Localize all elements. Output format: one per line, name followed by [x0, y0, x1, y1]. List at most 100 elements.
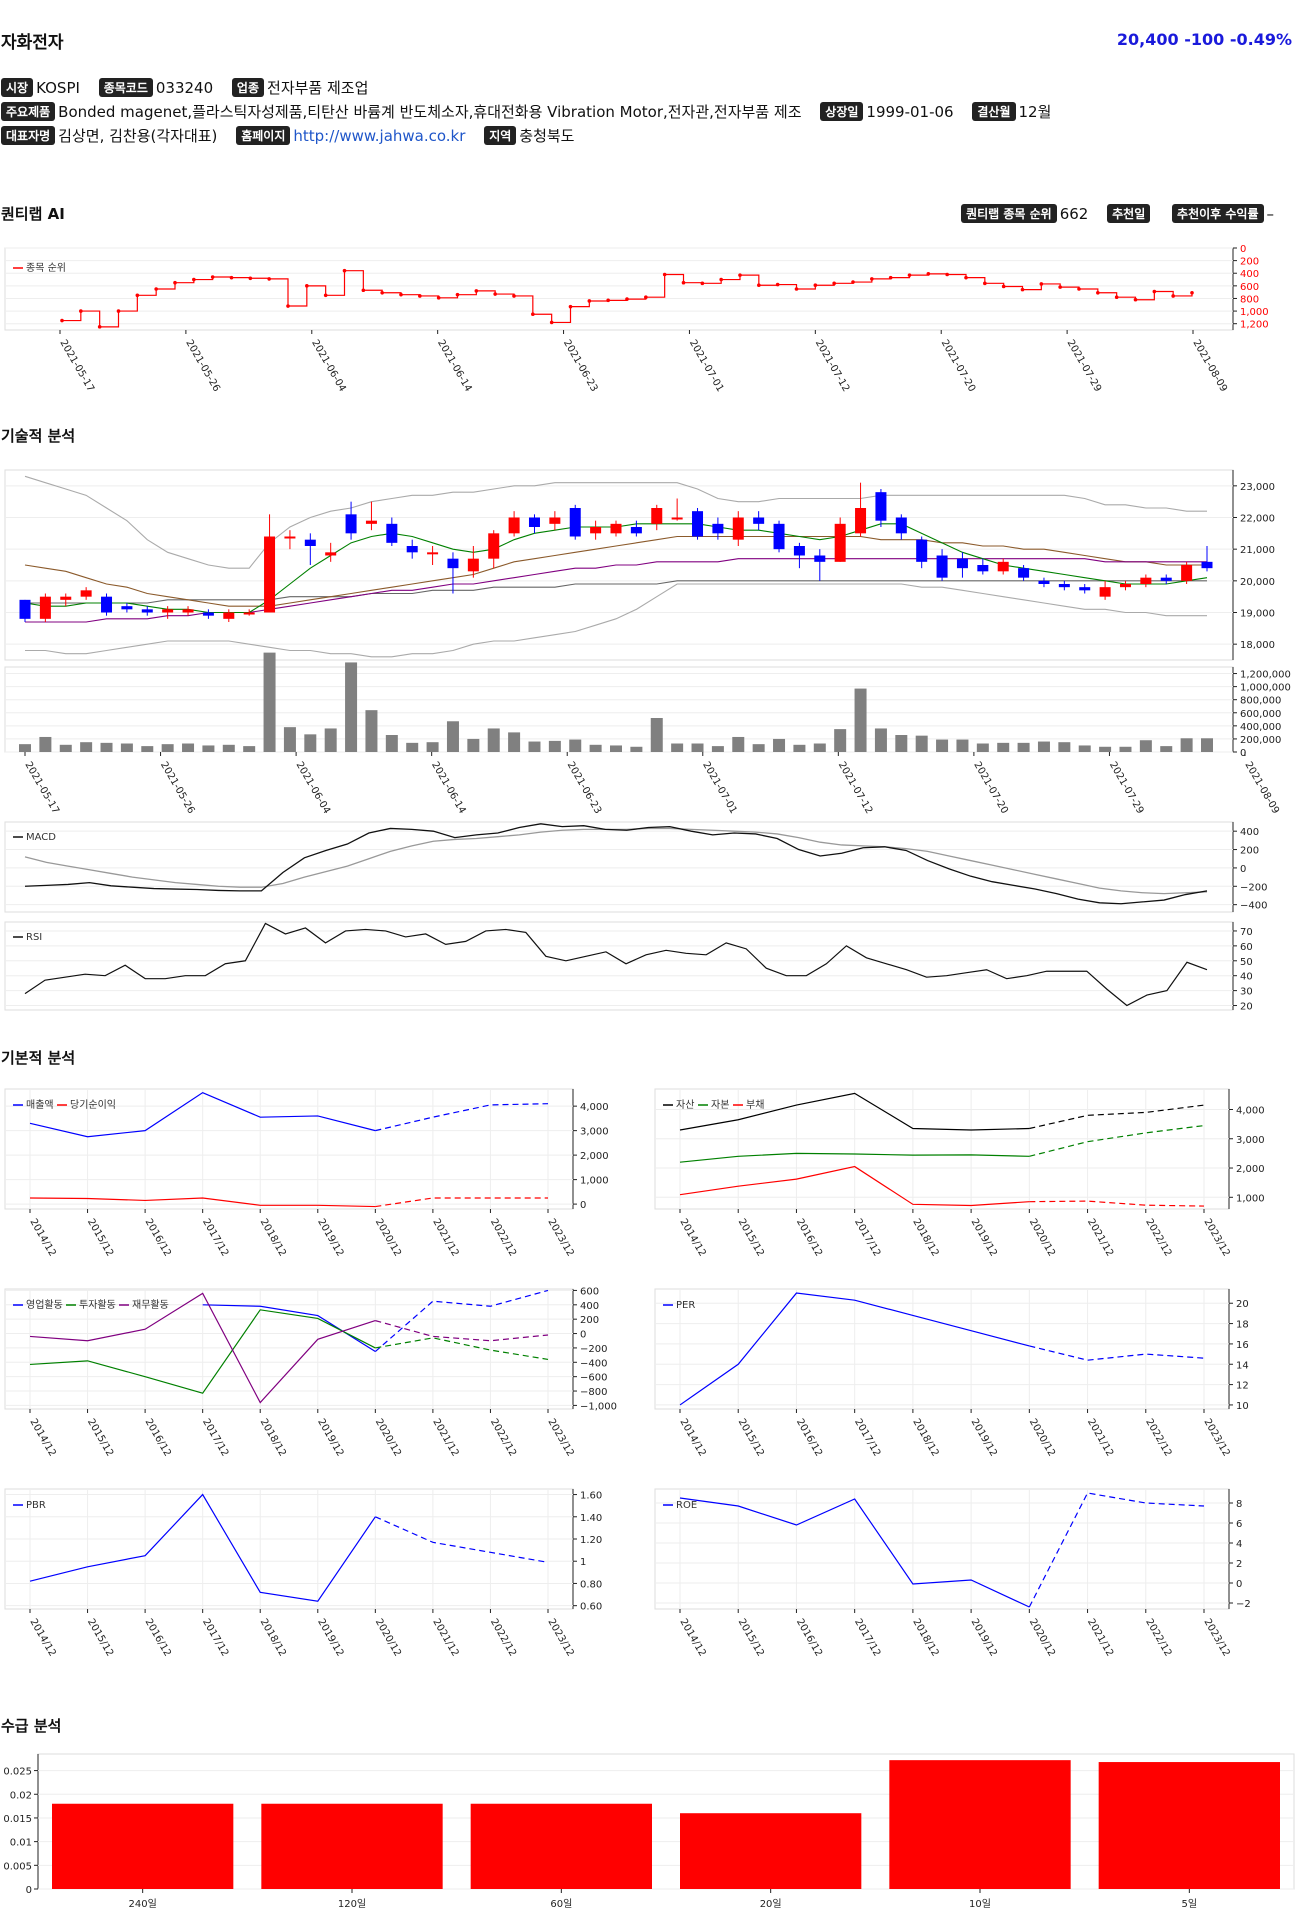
rank-y-tick-label: 600: [1240, 282, 1259, 293]
pbr-y-tick-label: 1: [580, 1557, 586, 1568]
roe-y-tick-label: 4: [1236, 1539, 1242, 1550]
rank-point: [116, 309, 121, 313]
sales-legend-label: 당기순이익: [70, 1099, 116, 1111]
cashflow-y-tick-label: −800: [580, 1387, 607, 1398]
rsi-chart: 20 30 40 50 60 70 RSI: [4, 921, 1253, 1013]
cashflow-series-line: [29, 1292, 376, 1404]
roe-x-tick-label: 2021/12: [1085, 1617, 1115, 1658]
cashflow-legend-label: 영업활동: [26, 1298, 63, 1311]
volume-bar: [1099, 746, 1112, 752]
volume-bar: [1037, 741, 1050, 752]
candle-body: [141, 609, 153, 613]
volume-x-tick-label: 2021-06-14: [429, 760, 468, 816]
volume-bar: [874, 728, 887, 752]
supply-y-tick-label: 0.025: [3, 1767, 32, 1778]
rank-point: [775, 282, 780, 287]
volume-bar: [1119, 746, 1132, 752]
volume-bar: [39, 736, 52, 752]
candle-body: [793, 546, 805, 556]
region-value: 충청북도: [519, 127, 575, 145]
rank-y-tick-label: 400: [1240, 269, 1259, 280]
volume-bar: [263, 652, 276, 752]
balance-x-tick-label: 2016/12: [794, 1217, 824, 1258]
volume-bar: [365, 710, 378, 752]
listed-value: 1999-01-06: [866, 103, 954, 121]
per-series-line: [679, 1292, 1030, 1406]
homepage-link[interactable]: http://www.jahwa.co.kr: [293, 127, 466, 145]
candle-body: [997, 561, 1009, 572]
sales-x-tick-label: 2014/12: [27, 1217, 57, 1258]
roe-x-tick-label: 2020/12: [1027, 1617, 1057, 1658]
candle-body: [569, 508, 581, 537]
candle-body: [671, 517, 683, 520]
volume-bar: [222, 744, 235, 752]
candle-body: [386, 523, 398, 543]
per-x-tick-label: 2016/12: [794, 1417, 824, 1458]
price-y-tick-label: 18,000: [1240, 640, 1275, 651]
candle-body: [304, 539, 316, 546]
volume-bar: [548, 740, 561, 752]
sales-y-tick-label: 2,000: [580, 1151, 609, 1162]
cashflow-x-tick-label: 2014/12: [27, 1417, 57, 1458]
balance-y-tick-label: 3,000: [1236, 1135, 1265, 1146]
cashflow-x-tick-label: 2018/12: [258, 1417, 288, 1458]
supply-x-tick-label: 10일: [969, 1898, 991, 1910]
sales-series-line: [29, 1197, 376, 1208]
sales-y-tick-label: 0: [580, 1200, 586, 1211]
section-ai-title: 퀀티랩 AI: [1, 205, 65, 223]
price-change: -100: [1184, 30, 1225, 49]
candle-body: [692, 511, 704, 537]
rank-point: [192, 277, 196, 282]
candle-body: [977, 565, 989, 572]
price-y-tick-label: 23,000: [1240, 482, 1275, 493]
cashflow-y-tick-label: −200: [580, 1344, 607, 1355]
supply-bar: [261, 1803, 443, 1889]
rank-point: [851, 280, 855, 284]
per-x-tick-label: 2020/12: [1027, 1417, 1057, 1458]
rank-x-tick-label: 2021-06-23: [561, 338, 600, 394]
roe-x-tick-label: 2022/12: [1143, 1617, 1173, 1658]
candle-body: [345, 514, 357, 534]
per-y-tick-label: 18: [1236, 1320, 1249, 1331]
volume-x-tick-label: 2021-06-23: [565, 760, 604, 816]
candle-body: [488, 533, 500, 559]
market-value: KOSPI: [36, 79, 80, 97]
sales-x-tick-label: 2019/12: [315, 1217, 345, 1258]
sales-x-tick-label: 2016/12: [143, 1217, 173, 1258]
balance-chart: 1,000 2,000 3,000 4,000 자산 자본 부채 2014/12 2015/12…: [654, 1088, 1265, 1258]
volume-bar: [936, 739, 949, 752]
pbr-x-tick-label: 2020/12: [373, 1617, 403, 1658]
rank-y-tick-label: 800: [1240, 294, 1259, 305]
bollinger-upper: [24, 475, 1207, 569]
rank-point: [267, 277, 271, 281]
balance-series-line: [679, 1165, 1030, 1207]
candle-body: [834, 523, 846, 562]
ma-gray-line: [25, 580, 1207, 604]
volume-bar: [406, 742, 419, 752]
balance-legend-label: 자산: [676, 1099, 694, 1111]
balance-series-line: [679, 1092, 1030, 1131]
cashflow-x-tick-label: 2023/12: [545, 1417, 575, 1458]
rank-point: [474, 289, 479, 293]
balance-legend-label: 부채: [746, 1099, 764, 1111]
rank-point: [229, 275, 234, 280]
sales-y-tick-label: 1,000: [580, 1176, 609, 1187]
candle-body: [1201, 561, 1213, 569]
rank-x-tick-label: 2021-07-12: [813, 338, 852, 394]
sales-x-tick-label: 2020/12: [373, 1217, 403, 1258]
balance-x-tick-label: 2022/12: [1143, 1217, 1173, 1258]
volume-bar: [1201, 738, 1213, 752]
per-y-tick-label: 12: [1236, 1381, 1249, 1392]
price-y-tick-label: 21,000: [1240, 545, 1275, 556]
volume-x-tick-label: 2021-07-20: [971, 760, 1010, 816]
rank-point: [870, 277, 874, 281]
volume-bar: [895, 735, 908, 752]
supply-x-tick-label: 240일: [129, 1898, 157, 1910]
cashflow-y-tick-label: −1,000: [580, 1401, 617, 1412]
per-x-tick-label: 2022/12: [1143, 1417, 1173, 1458]
candle-body: [651, 508, 663, 524]
candle-body: [630, 527, 642, 534]
volume-bar: [528, 741, 541, 752]
roe-legend-label: ROE: [676, 1500, 697, 1511]
rank-point: [305, 284, 309, 288]
